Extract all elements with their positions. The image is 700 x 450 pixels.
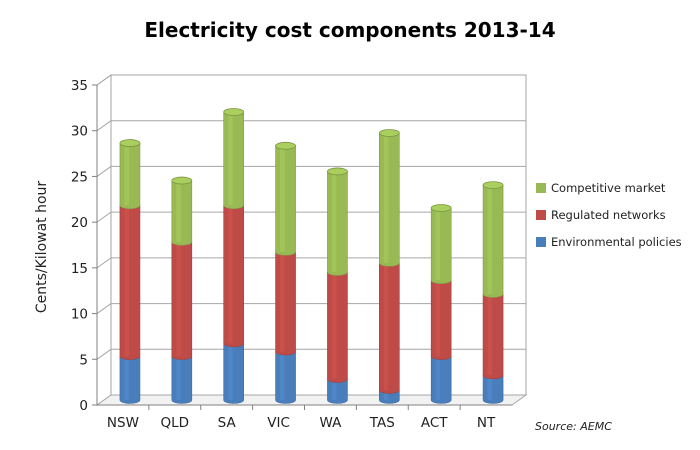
bar-highlight-SA-0 <box>228 343 233 400</box>
source-note: Source: AEMC <box>535 420 612 433</box>
bar-cap-ACT <box>430 204 452 212</box>
bar-segment-ACT-1 <box>430 279 452 360</box>
bar-cap-WA <box>327 167 348 176</box>
bar-segment-WA-0 <box>327 378 348 404</box>
y-tick-label: 10 <box>71 307 88 323</box>
bar-segment-ACT-0 <box>430 355 452 404</box>
bar-highlight-VIC-1 <box>280 251 285 352</box>
bar-segment-SA-0 <box>223 343 244 404</box>
bar-highlight-SA-1 <box>228 205 233 344</box>
bar-highlight-QLD-2 <box>176 180 181 242</box>
bar-segment-WA-1 <box>327 271 348 383</box>
x-tick-label-ACT: ACT <box>421 415 448 431</box>
x-tick-label-NSW: NSW <box>107 415 139 431</box>
bar-highlight-WA-2 <box>331 171 337 272</box>
bar-segment-NSW-1 <box>119 204 141 360</box>
x-tick-label-NT: NT <box>477 415 496 431</box>
bar-segment-WA-2 <box>327 171 348 276</box>
gridline <box>96 166 112 177</box>
legend-label-1: Regulated networks <box>551 208 666 222</box>
bar-highlight-NSW-2 <box>124 143 129 206</box>
bar-highlight-QLD-1 <box>176 241 181 357</box>
bar-segment-QLD-2 <box>171 180 193 246</box>
legend-swatch-1 <box>536 210 546 220</box>
bar-cap-QLD <box>171 176 193 185</box>
bar-highlight-NT-0 <box>487 375 493 400</box>
bar-cap-SA <box>223 108 245 116</box>
bar-highlight-SA-2 <box>228 112 233 206</box>
bar-segment-TAS-1 <box>379 262 400 394</box>
y-tick-label: 35 <box>71 78 88 94</box>
bar-highlight-ACT-2 <box>435 208 441 281</box>
bar-highlight-TAS-2 <box>383 133 389 263</box>
bar-highlight-QLD-0 <box>176 356 181 400</box>
bar-highlight-WA-1 <box>331 272 337 379</box>
bar-highlight-WA-0 <box>331 378 337 400</box>
bar-highlight-ACT-1 <box>435 280 441 357</box>
bars <box>119 108 504 404</box>
legend-swatch-0 <box>536 183 546 193</box>
bar-segment-SA-1 <box>223 204 244 348</box>
bar-segment-SA-2 <box>223 111 244 210</box>
gridline <box>96 348 112 360</box>
bar-cap-VIC <box>275 141 296 150</box>
bar-highlight-VIC-2 <box>280 145 285 252</box>
y-tick-label: 30 <box>71 124 88 140</box>
axes <box>92 84 512 410</box>
gridline <box>96 257 112 269</box>
chart-title: Electricity cost components 2013-14 <box>144 18 556 42</box>
x-tick-label-QLD: QLD <box>161 415 190 431</box>
bar-segment-QLD-1 <box>171 241 193 360</box>
bar-cap-TAS <box>378 129 400 137</box>
legend-swatch-2 <box>536 237 546 247</box>
y-axis-label: Cents/Kilowat hour <box>34 181 50 314</box>
bar-segment-NSW-0 <box>119 355 141 404</box>
y-tick-label: 25 <box>71 169 88 185</box>
x-tick-label-TAS: TAS <box>369 415 395 431</box>
bar-segment-NSW-2 <box>119 142 141 210</box>
bar-segment-VIC-0 <box>275 351 296 404</box>
x-tick-labels: NSW QLD SA VIC WA TAS ACT NT <box>107 415 496 431</box>
y-tick-labels: 0 5 10 15 20 25 30 35 <box>71 78 88 414</box>
bar-segment-NT-1 <box>482 293 504 380</box>
gridline <box>96 211 112 223</box>
bar-segment-NT-2 <box>482 184 504 298</box>
x-tick-label-WA: WA <box>320 415 343 431</box>
legend-label-0: Competitive market <box>551 181 666 195</box>
bar-cap-NSW <box>119 139 141 147</box>
legend-label-2: Environmental policies <box>551 235 682 249</box>
bar-highlight-TAS-0 <box>383 389 389 400</box>
x-tick-label-SA: SA <box>218 415 237 431</box>
bar-highlight-NSW-0 <box>124 356 129 400</box>
gridline <box>96 74 112 86</box>
y-tick-label: 0 <box>79 398 88 414</box>
bar-highlight-ACT-0 <box>435 356 441 400</box>
bar-segment-NT-0 <box>482 375 504 404</box>
gridline <box>96 303 112 314</box>
bar-segment-ACT-2 <box>430 207 452 285</box>
floor <box>95 394 528 406</box>
bar-segment-VIC-1 <box>275 251 296 356</box>
x-tick-label-VIC: VIC <box>267 415 290 431</box>
legend: Competitive market Regulated networks Envi… <box>536 181 682 249</box>
side-wall <box>96 74 112 406</box>
bar-highlight-VIC-0 <box>280 351 285 400</box>
y-tick-label: 15 <box>71 261 88 277</box>
bar-segment-TAS-0 <box>379 389 400 404</box>
bar-highlight-TAS-1 <box>383 262 389 390</box>
bar-cap-NT <box>482 181 504 190</box>
bar-highlight-NT-2 <box>487 185 493 294</box>
y-tick-label: 5 <box>79 352 88 368</box>
bar-segment-VIC-2 <box>275 145 296 256</box>
gridline <box>96 120 112 132</box>
bar-highlight-NSW-1 <box>124 205 129 357</box>
bar-highlight-NT-1 <box>487 293 493 376</box>
y-tick-label: 20 <box>71 215 88 231</box>
bar-segment-QLD-0 <box>171 355 193 404</box>
plot-walls <box>95 74 528 406</box>
bar-segment-TAS-2 <box>379 132 400 267</box>
